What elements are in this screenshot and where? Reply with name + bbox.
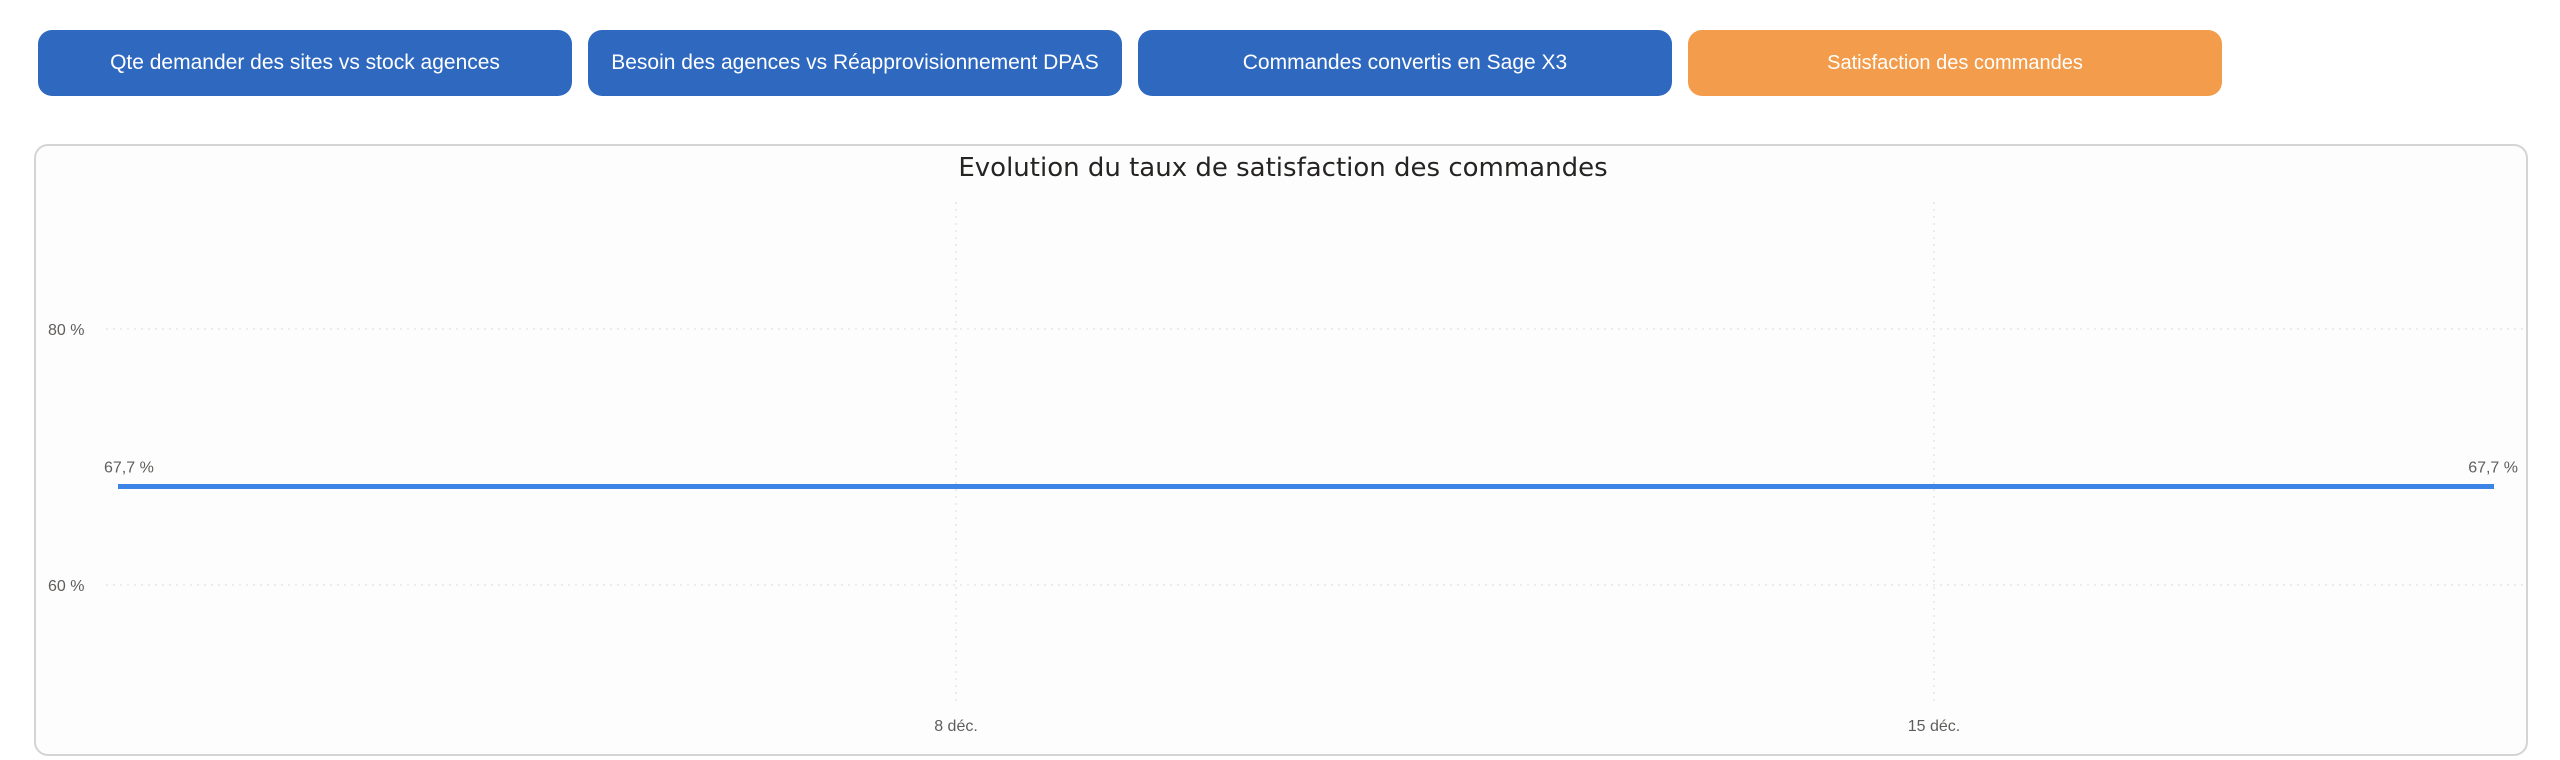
line-chart-visual[interactable]: Evolution du taux de satisfaction des co… bbox=[34, 144, 2528, 756]
y-tick-label: 80 % bbox=[48, 322, 84, 339]
nav-button-qte-vs-stock[interactable]: Qte demander des sites vs stock agences bbox=[38, 30, 572, 96]
data-label: 67,7 % bbox=[2468, 459, 2518, 476]
chart-plot-area: 80 % 60 % 8 déc. 15 déc. 67,7 % 67,7 % bbox=[48, 202, 2526, 735]
nav-button-satisfaction-commandes[interactable]: Satisfaction des commandes bbox=[1688, 30, 2222, 96]
data-label: 67,7 % bbox=[104, 459, 154, 476]
y-tick-label: 60 % bbox=[48, 578, 84, 595]
report-page-navigation: Qte demander des sites vs stock agences … bbox=[0, 0, 2560, 140]
x-tick-label: 15 déc. bbox=[1908, 718, 1960, 735]
nav-button-besoin-vs-reappro[interactable]: Besoin des agences vs Réapprovisionnemen… bbox=[588, 30, 1122, 96]
x-tick-label: 8 déc. bbox=[934, 718, 978, 735]
chart-title: Evolution du taux de satisfaction des co… bbox=[958, 153, 1608, 183]
nav-button-commandes-sage-x3[interactable]: Commandes convertis en Sage X3 bbox=[1138, 30, 1672, 96]
